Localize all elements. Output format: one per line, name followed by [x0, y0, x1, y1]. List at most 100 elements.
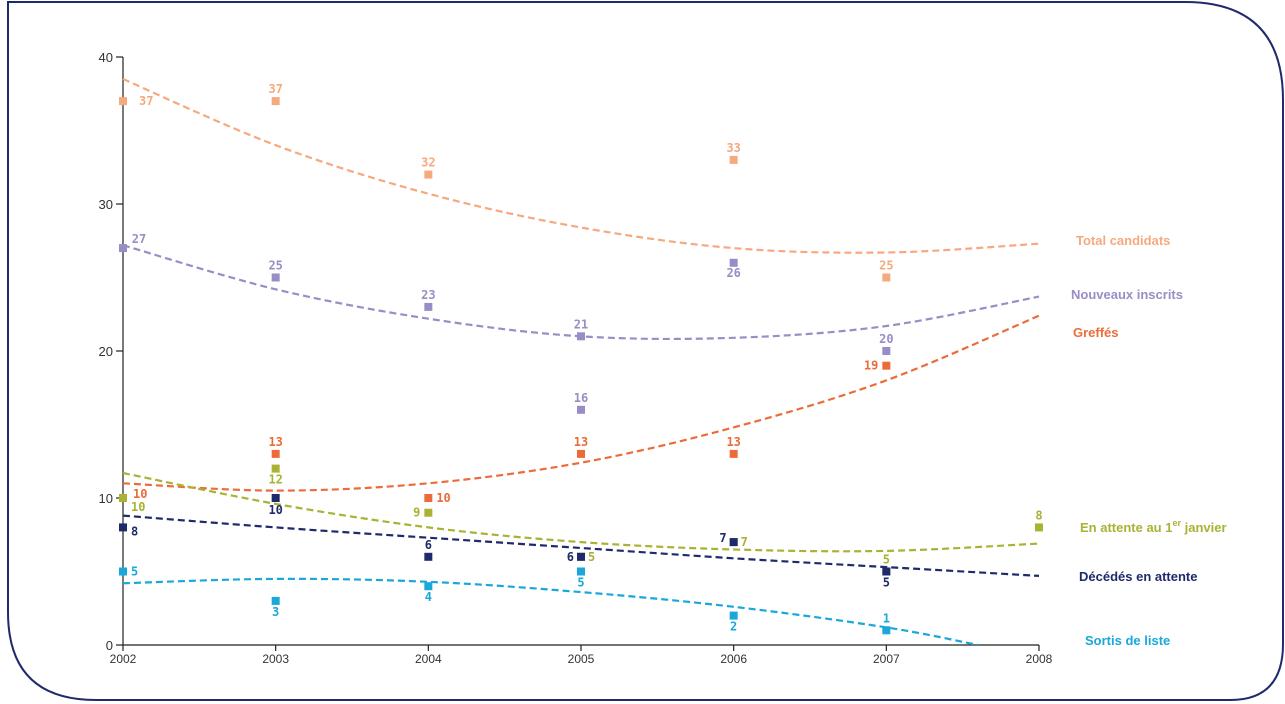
data-label-sortis: 5	[131, 565, 138, 579]
trendline-decedes	[122, 514, 1040, 577]
point-total	[882, 273, 891, 282]
point-attente	[1035, 523, 1043, 532]
point-greffes	[577, 449, 585, 458]
data-label-decedes: 5	[883, 576, 890, 590]
point-sortis	[119, 567, 127, 576]
x-tick-label: 2005	[568, 652, 595, 666]
point-greffes	[424, 494, 433, 502]
point-nouveaux	[577, 405, 585, 414]
data-label-greffes: 13	[268, 435, 282, 449]
x-tick-label: 2006	[720, 652, 747, 666]
data-label-attente: 8	[1035, 508, 1042, 522]
x-tick-label: 2002	[110, 652, 137, 666]
point-total	[729, 155, 738, 164]
point-sortis	[882, 626, 891, 635]
data-label-decedes: 10	[268, 503, 282, 517]
point-decedes	[119, 523, 127, 532]
data-label-total: 37	[139, 94, 153, 108]
data-label-attente: 12	[268, 473, 282, 487]
data-label-sortis: 3	[272, 605, 279, 619]
trendline-attente	[122, 471, 1040, 553]
data-label-nouveaux: 25	[268, 259, 282, 273]
point-decedes	[271, 494, 280, 502]
point-decedes	[729, 538, 738, 547]
x-tick-label: 2004	[415, 652, 442, 666]
point-greffes	[271, 449, 280, 458]
point-total	[119, 97, 127, 106]
legend-greffes: Greffés	[1073, 325, 1119, 340]
data-label-greffes: 13	[726, 435, 740, 449]
x-tick-label: 2008	[1026, 652, 1053, 666]
legend-attente: En attente au 1er janvier	[1080, 518, 1227, 535]
data-points	[119, 97, 1043, 635]
legend-total: Total candidats	[1076, 233, 1170, 248]
data-label-greffes: 19	[864, 359, 878, 373]
data-label-sortis: 5	[577, 576, 584, 590]
trendline-sortis	[122, 577, 979, 647]
data-label-nouveaux: 21	[574, 317, 588, 331]
point-total	[271, 97, 280, 106]
frame-border	[7, 1, 1284, 701]
data-label-sortis: 1	[883, 611, 890, 625]
point-total	[424, 170, 433, 179]
data-label-decedes: 6	[425, 538, 432, 552]
trendline-total	[122, 77, 1040, 254]
point-nouveaux	[271, 273, 280, 282]
point-attente	[119, 494, 127, 502]
point-sortis	[577, 567, 585, 576]
data-label-greffes: 13	[574, 435, 588, 449]
data-label-total: 32	[421, 156, 435, 170]
y-tick-label: 10	[99, 491, 113, 506]
data-label-attente: 5	[883, 553, 890, 567]
point-sortis	[729, 611, 738, 620]
data-label-sortis: 2	[730, 620, 737, 634]
data-label-attente: 5	[588, 550, 595, 564]
x-tick-label: 2003	[262, 652, 289, 666]
y-tick-label: 20	[99, 344, 113, 359]
data-label-greffes: 10	[133, 487, 147, 501]
data-label-nouveaux: 16	[574, 391, 588, 405]
data-label-decedes: 7	[719, 531, 726, 545]
y-tick-label: 40	[99, 50, 113, 65]
y-tick-label: 0	[106, 638, 113, 653]
legend-decedes: Décédés en attente	[1079, 569, 1198, 584]
legend-nouveaux: Nouveaux inscrits	[1071, 287, 1183, 302]
legend: Total candidats Nouveaux inscrits Greffés E…	[1071, 233, 1227, 648]
axes: 0 10 20 30 40 2002 2003 2004 2005 2006 2007 2008	[99, 50, 1053, 666]
legend-sortis: Sortis de liste	[1085, 633, 1170, 648]
data-label-sortis: 4	[425, 590, 432, 604]
trendline-greffes	[122, 314, 1040, 492]
data-label-decedes: 6	[567, 550, 574, 564]
point-nouveaux	[119, 244, 127, 253]
data-label-nouveaux: 20	[879, 332, 893, 346]
data-label-total: 25	[879, 259, 893, 273]
point-attente	[271, 464, 280, 473]
data-label-attente: 9	[413, 506, 420, 520]
point-decedes	[424, 552, 433, 561]
point-sortis	[424, 582, 433, 591]
data-label-attente: 10	[131, 500, 145, 514]
data-label-greffes: 10	[436, 491, 450, 505]
y-tick-label: 30	[99, 197, 113, 212]
x-tick-label: 2007	[873, 652, 900, 666]
point-nouveaux	[424, 302, 433, 311]
data-label-nouveaux: 27	[132, 232, 146, 246]
point-sortis	[271, 596, 280, 605]
data-label-attente: 7	[741, 535, 748, 549]
point-nouveaux	[577, 332, 585, 341]
point-greffes	[729, 449, 738, 458]
point-decedes	[577, 552, 585, 561]
data-label-total: 33	[726, 141, 740, 155]
point-attente	[424, 508, 433, 517]
point-nouveaux	[729, 258, 738, 267]
data-label-decedes: 8	[131, 524, 138, 538]
point-decedes	[882, 567, 891, 576]
data-label-nouveaux: 26	[726, 266, 740, 280]
data-label-nouveaux: 23	[421, 288, 435, 302]
data-label-total: 37	[268, 82, 282, 96]
point-nouveaux	[882, 347, 891, 355]
point-greffes	[882, 361, 891, 370]
